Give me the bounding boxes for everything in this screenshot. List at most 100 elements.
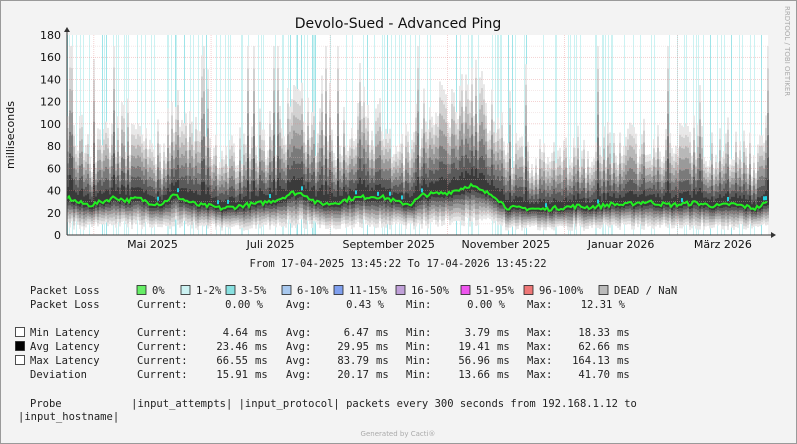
loss-stripe [230,35,231,235]
y-tick-label: 120 [40,96,61,109]
smoke-band [717,198,719,208]
smoke-band [85,195,87,208]
avg-label: Avg: [286,341,311,353]
smoke-band [767,179,769,206]
loss-swatch [281,285,292,295]
smoke-band [431,181,433,197]
loss-marker [269,194,271,199]
x-tick-label: November 2025 [461,238,550,251]
smoke-band [271,192,273,206]
series-swatch [15,327,25,337]
smoke-band [261,191,263,205]
loss-swatch [395,285,406,295]
smoke-band [737,198,739,209]
pl-current-label: Current: [137,299,188,311]
loss-legend-label: 0% [152,285,165,297]
smoke-band [613,193,615,207]
smoke-band [519,196,521,210]
loss-legend-label: 16-50% [411,285,450,297]
smoke-band [711,196,713,211]
smoke-band [223,201,225,211]
current-label: Current: [137,355,188,367]
loss-stripe [556,35,557,235]
smoke-band [411,196,413,208]
smoke-band [297,178,299,198]
smoke-band [709,199,711,210]
avg-label: Avg: [286,327,311,339]
smoke-band [507,200,509,213]
loss-stripe [126,35,127,235]
min-value: 13.66 [458,369,490,381]
smoke-band [191,190,193,207]
smoke-band [251,191,253,207]
smoke-band [387,188,389,202]
date-range-text: From 17-04-2025 13:45:22 To 17-04-2026 1… [249,258,546,270]
smoke-band [647,195,649,206]
smoke-band [233,197,235,210]
chart-title: Devolo-Sued - Advanced Ping [295,16,502,32]
smoke-band [189,189,191,206]
smoke-band [123,186,125,203]
series-swatch [15,341,25,351]
smoke-band [689,194,691,209]
unit-label: ms [255,341,268,353]
loss-stripe [640,35,641,235]
smoke-band [583,197,585,211]
loss-stripe [696,35,697,235]
x-tick-label: Mai 2025 [127,238,178,251]
current-value: 23.46 [216,341,248,353]
loss-marker [763,196,765,201]
smoke-band [517,197,519,211]
unit-label: ms [376,327,389,339]
smoke-band [589,203,591,212]
loss-legend-label: 96-100% [539,285,584,297]
smoke-band [211,198,213,208]
smoke-band [227,200,229,210]
smoke-band [217,201,219,210]
smoke-band [193,193,195,205]
loss-marker [177,188,179,193]
smoke-band [725,193,727,207]
y-axis-label: milliseconds [4,101,17,169]
smoke-band [597,183,599,210]
smoke-band [735,193,737,207]
loss-stripe [242,35,243,235]
loss-stripe [710,35,711,235]
smoke-band [103,192,105,207]
smoke-band [243,196,245,211]
smoke-band [239,193,241,209]
smoke-band [117,187,119,203]
y-tick-label: 80 [47,140,61,153]
loss-marker [727,196,729,201]
smoke-band [487,182,489,195]
smoke-band [481,172,483,195]
smoke-band [743,194,745,210]
avg-label: Avg: [286,355,311,367]
smoke-band [565,197,567,211]
loss-swatch [136,285,147,295]
current-label: Current: [137,369,188,381]
smoke-band [659,197,661,209]
smoke-band [291,178,293,198]
smoke-band [673,197,675,208]
smoke-band [75,192,77,204]
smoke-band [693,189,695,205]
smoke-band [349,188,351,202]
loss-swatch [225,285,236,295]
smoke-band [135,187,137,202]
smoke-band [623,196,625,208]
loss-legend-label: 51-95% [476,285,515,297]
loss-stripe [508,35,509,235]
smoke-band [435,181,437,198]
smoke-band [479,173,481,194]
current-value: 15.91 [216,369,248,381]
smoke-band [505,200,507,211]
smoke-band [759,197,761,211]
avg-value: 6.47 [344,327,369,339]
y-tick-label: 60 [47,162,61,175]
loss-stripe [576,35,577,235]
smoke-band [367,184,369,202]
y-tick-label: 0 [54,229,61,242]
smoke-band [67,186,69,203]
